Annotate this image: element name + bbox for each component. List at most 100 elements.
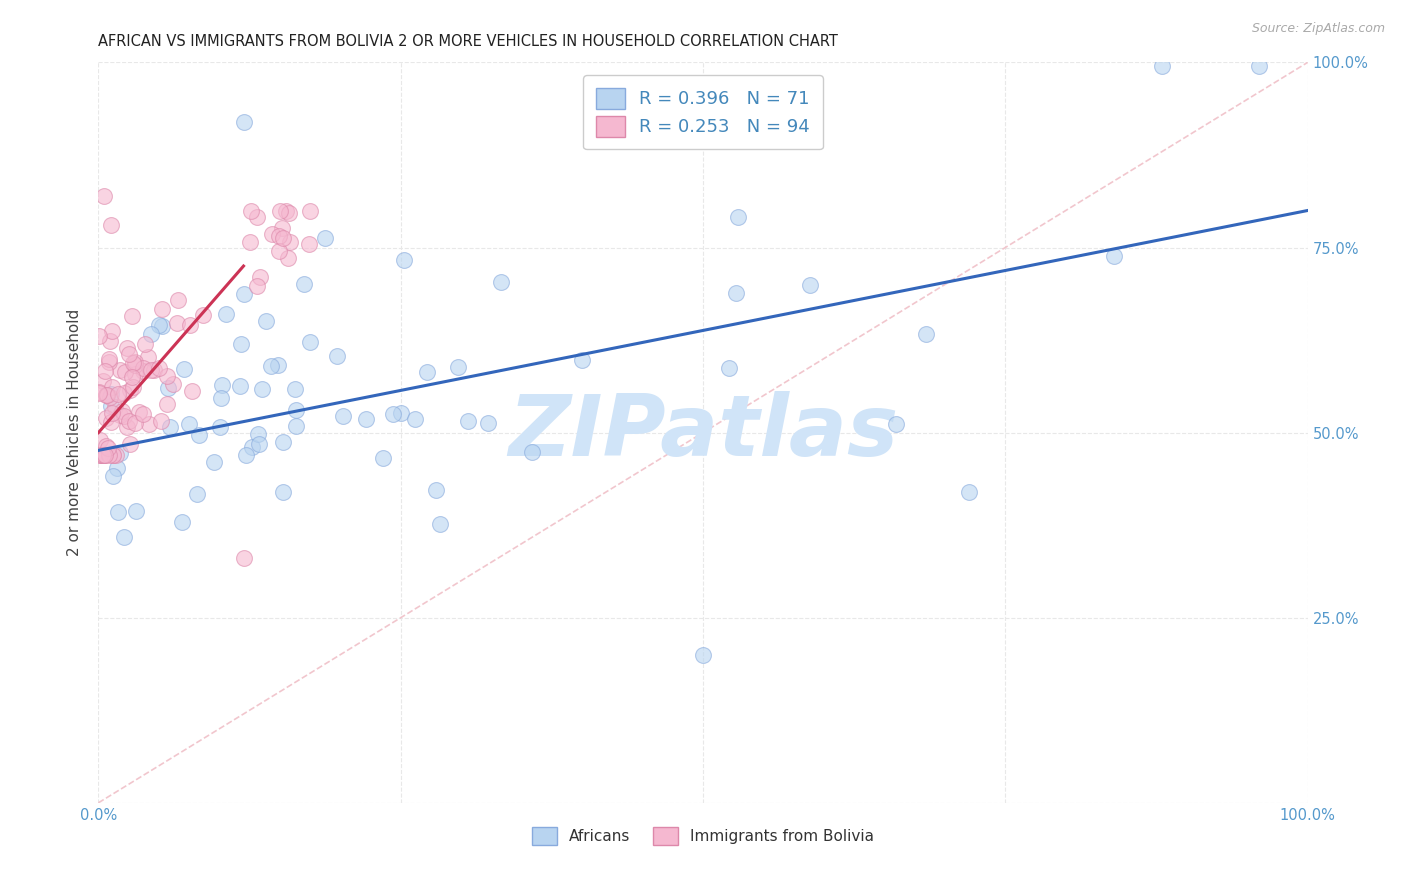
Point [392,253,415,268]
Point [97,448,120,462]
Point [89,328,111,343]
Point [1152,59,1174,73]
Legend: Africans, Immigrants from Bolivia: Africans, Immigrants from Bolivia [526,821,880,851]
Point [273,435,295,450]
Point [132,360,155,375]
Point [247,427,270,442]
Point [96,439,118,453]
Point [115,341,138,355]
Point [149,414,172,428]
Point [104,400,127,414]
Point [211,378,233,392]
Point [148,361,170,376]
Point [118,414,141,428]
Point [124,358,146,372]
Point [112,409,135,424]
Point [112,530,135,544]
Point [271,231,294,245]
Point [429,516,451,531]
Point [148,318,170,332]
Point [156,397,179,411]
Point [138,417,160,431]
Point [105,460,128,475]
Point [100,386,122,401]
Point [91,374,114,388]
Point [276,204,298,219]
Point [571,353,593,368]
Point [96,388,118,402]
Point [125,504,148,518]
Point [118,347,141,361]
Point [278,235,301,250]
Point [277,252,299,266]
Point [884,417,907,431]
Point [232,114,254,128]
Point [100,399,122,413]
Point [121,309,143,323]
Point [389,406,412,420]
Text: ZIPatlas: ZIPatlas [508,391,898,475]
Point [298,203,321,218]
Point [101,469,124,483]
Point [717,360,740,375]
Point [132,407,155,421]
Point [208,420,231,434]
Point [108,446,131,460]
Point [162,377,184,392]
Point [193,308,215,322]
Point [181,384,204,398]
Point [240,440,263,454]
Point [298,335,321,350]
Point [97,354,120,368]
Point [134,336,156,351]
Point [232,551,254,566]
Point [90,448,112,462]
Point [93,448,115,462]
Point [124,355,146,369]
Point [159,419,181,434]
Point [93,364,115,378]
Point [93,448,115,462]
Point [100,219,122,233]
Point [93,188,115,202]
Point [249,269,271,284]
Point [692,648,714,662]
Point [89,448,111,462]
Point [332,409,354,424]
Point [121,370,143,384]
Point [269,203,291,218]
Point [156,369,179,384]
Point [94,448,117,462]
Point [104,448,127,462]
Point [957,484,980,499]
Point [297,237,319,252]
Point [381,407,404,421]
Point [247,437,270,451]
Point [97,441,120,455]
Point [94,388,117,402]
Point [111,404,134,418]
Point [229,379,252,393]
Point [103,448,125,462]
Point [447,360,470,375]
Point [98,391,121,405]
Point [150,302,173,317]
Point [167,293,190,307]
Point [233,287,256,301]
Point [254,314,277,328]
Text: Source: ZipAtlas.com: Source: ZipAtlas.com [1251,22,1385,36]
Point [246,210,269,224]
Point [90,448,112,462]
Point [520,445,543,459]
Point [150,319,173,334]
Point [101,380,124,394]
Point [457,414,479,428]
Point [284,382,307,396]
Point [725,286,748,301]
Point [326,349,349,363]
Point [186,486,208,500]
Point [416,365,439,379]
Point [166,316,188,330]
Point [284,418,307,433]
Point [100,415,122,429]
